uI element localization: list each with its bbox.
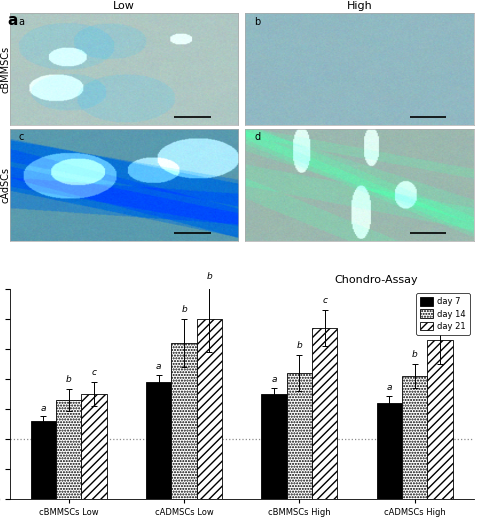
Text: b: b [206, 272, 212, 281]
Text: a: a [41, 404, 46, 413]
Bar [56, 400, 81, 499]
Y-axis label: cAdSCs: cAdSCs [0, 167, 11, 202]
Text: c: c [19, 132, 24, 142]
Text: b: b [411, 350, 417, 359]
Text: a: a [19, 16, 24, 27]
Text: b: b [296, 341, 301, 350]
Text: a: a [7, 13, 18, 28]
Bar [401, 376, 426, 499]
Bar [286, 373, 312, 499]
Bar [146, 382, 171, 499]
Bar [376, 403, 401, 499]
Text: b: b [181, 305, 187, 314]
Text: c: c [437, 302, 442, 311]
Text: a: a [271, 375, 276, 384]
Bar [196, 319, 222, 499]
Bar [261, 394, 286, 499]
Text: a: a [386, 383, 391, 392]
Y-axis label: cBMMSCs: cBMMSCs [0, 46, 11, 93]
Text: d: d [254, 132, 260, 142]
Bar [171, 343, 196, 499]
Bar [312, 328, 336, 499]
Legend: day 7, day 14, day 21: day 7, day 14, day 21 [415, 293, 468, 335]
Text: a: a [156, 362, 161, 371]
Text: c: c [91, 368, 96, 377]
Text: Chondro-Assay: Chondro-Assay [334, 275, 417, 285]
Title: Low: Low [113, 1, 134, 11]
Text: b: b [254, 16, 260, 27]
Bar [81, 394, 107, 499]
Text: c: c [322, 296, 326, 305]
Bar [426, 340, 452, 499]
Bar [31, 421, 56, 499]
Title: High: High [346, 1, 372, 11]
Text: b: b [66, 375, 72, 384]
